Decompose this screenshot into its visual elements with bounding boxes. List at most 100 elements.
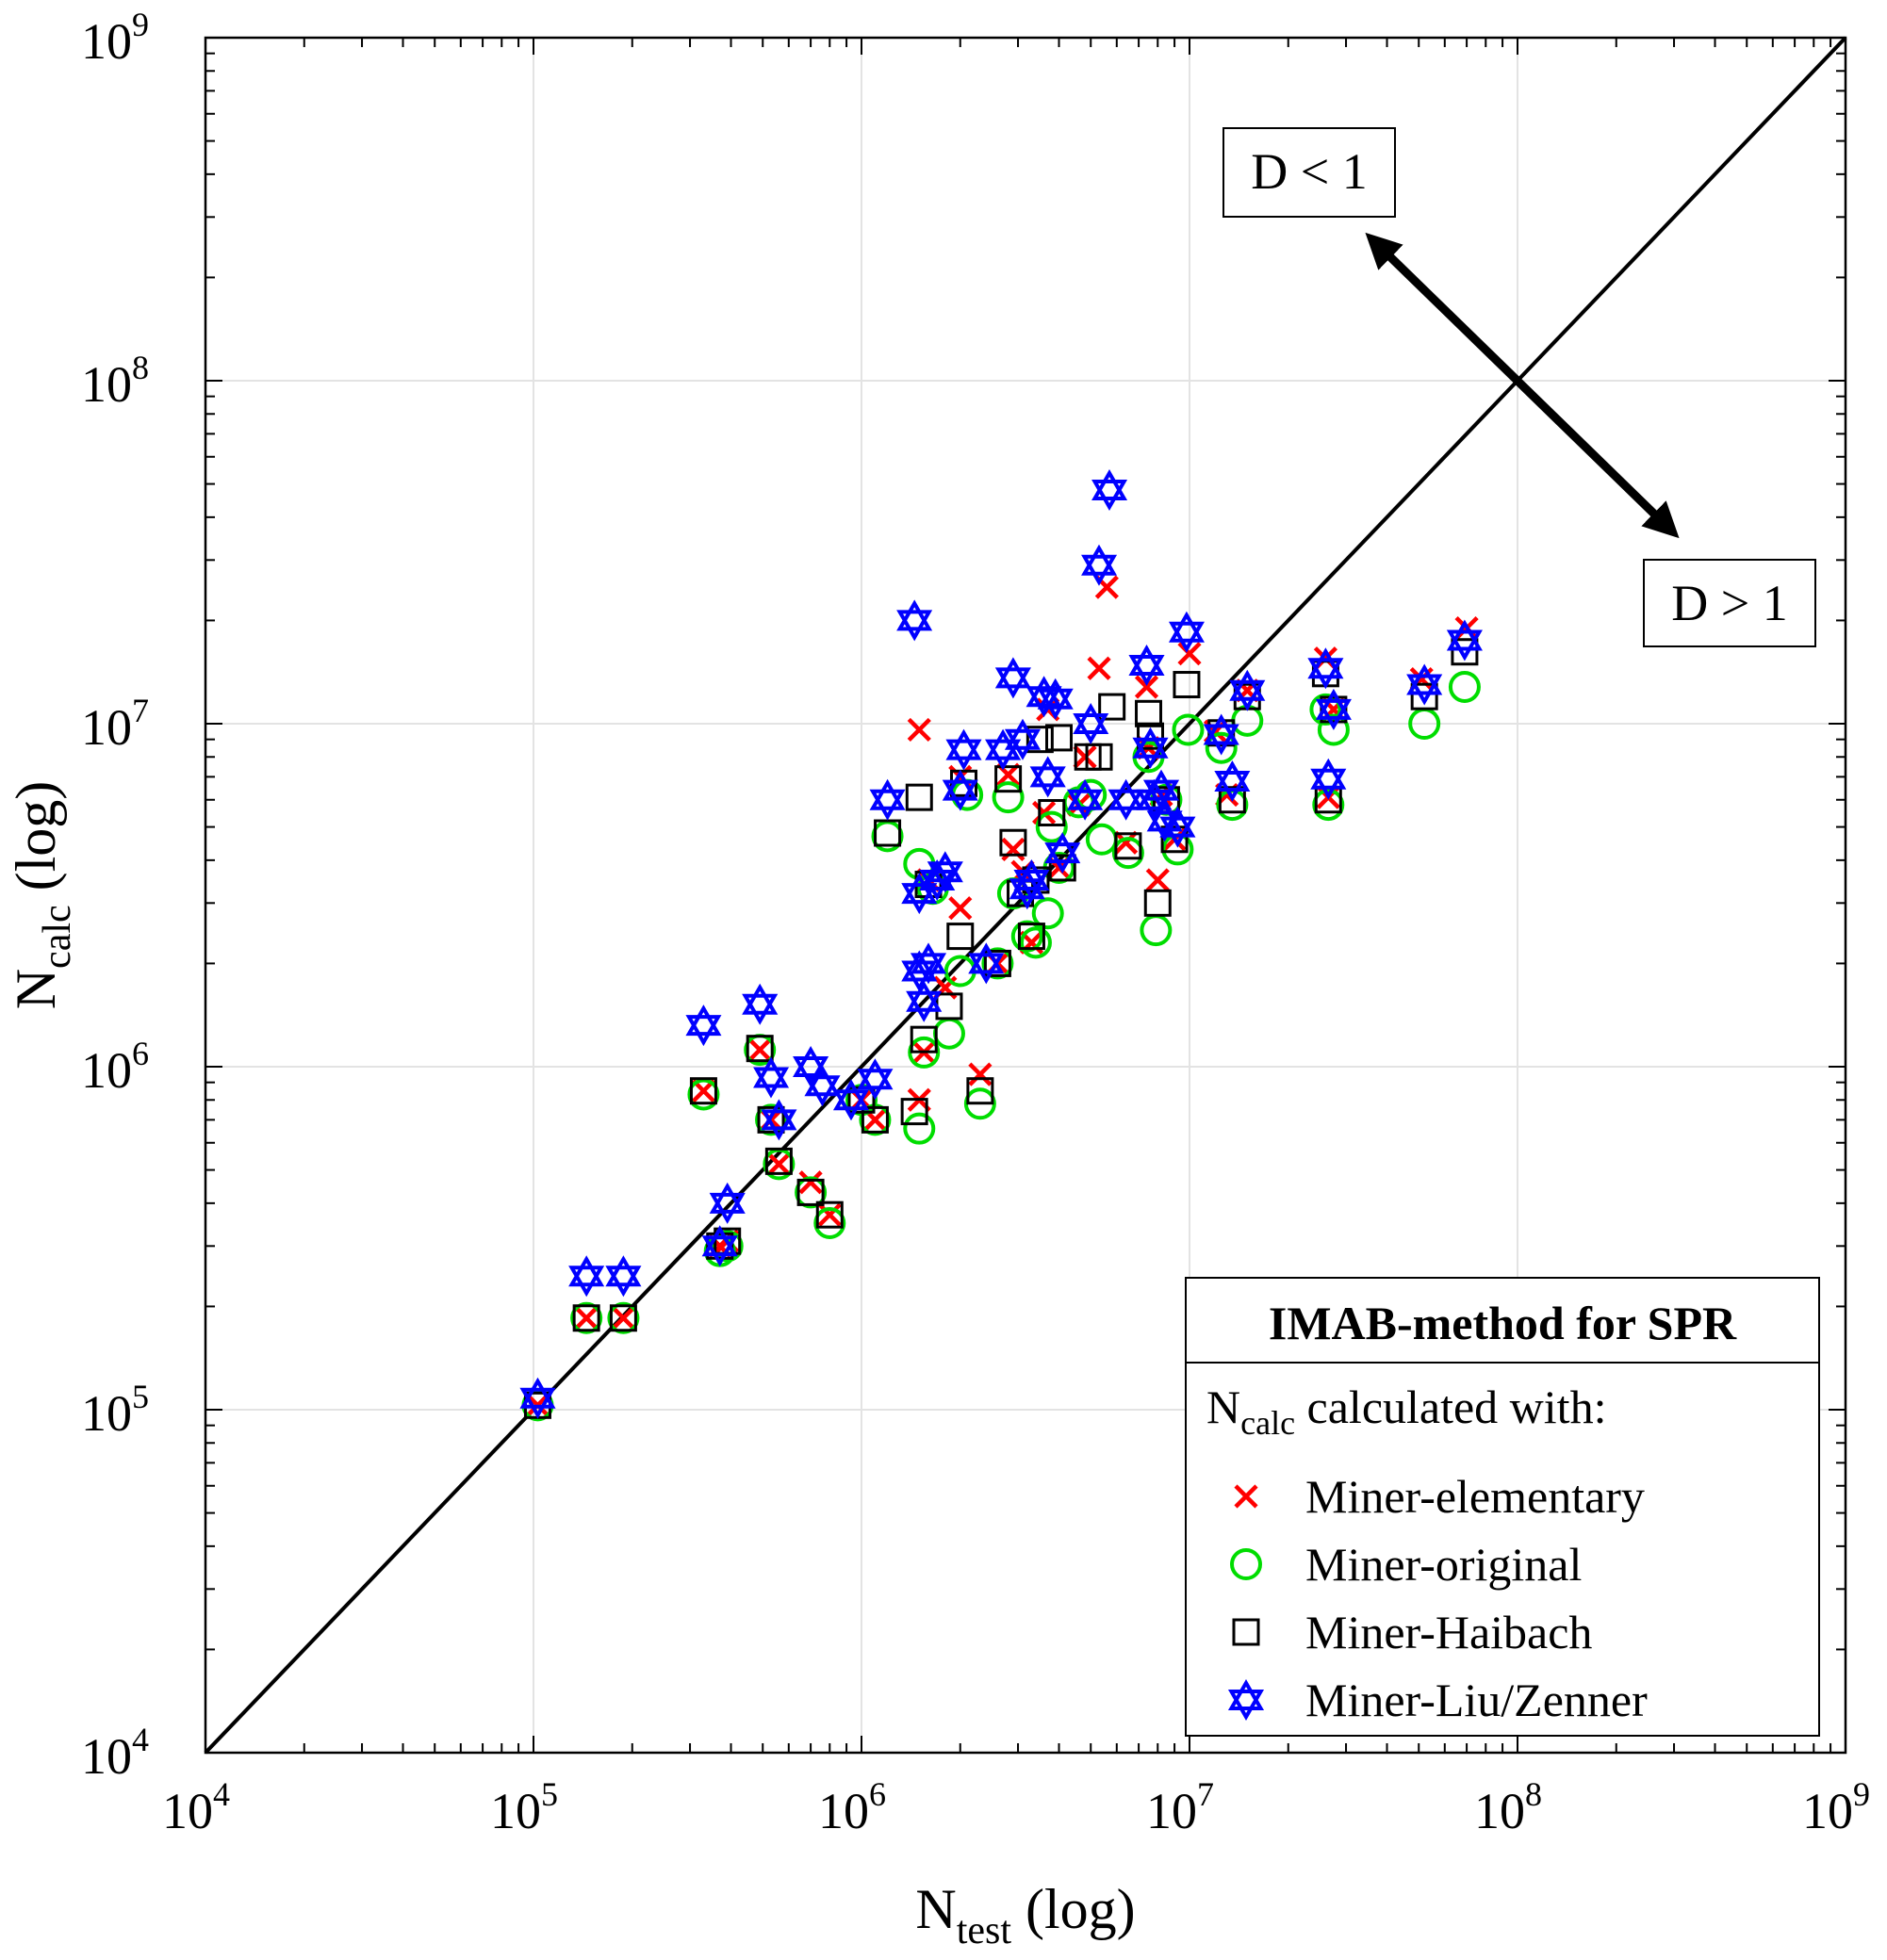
data-point xyxy=(1142,769,1180,811)
data-point xyxy=(1098,693,1126,721)
x-tick-label: 106 xyxy=(818,1775,886,1839)
data-point xyxy=(1010,920,1043,953)
x-axis-label-sub: test xyxy=(957,1909,1012,1952)
data-point xyxy=(1172,713,1205,746)
x-tick-label-base: 10 xyxy=(818,1783,869,1839)
x-tick-label: 107 xyxy=(1146,1775,1214,1839)
data-point xyxy=(1113,830,1139,855)
data-point xyxy=(1037,678,1074,720)
y-tick-label: 108 xyxy=(81,349,149,413)
data-point xyxy=(1111,837,1144,870)
data-point xyxy=(1044,832,1081,874)
y-tick-label-base: 10 xyxy=(81,13,132,70)
x-tick-label-base: 10 xyxy=(1474,1783,1525,1839)
y-tick-label: 109 xyxy=(81,6,149,70)
svg-text:Ncalc (log): Ncalc (log) xyxy=(5,781,79,1010)
data-point xyxy=(793,1046,829,1087)
data-point xyxy=(813,1206,846,1239)
data-point xyxy=(572,1304,600,1332)
data-point xyxy=(1085,743,1113,771)
x-tick-label-exp: 4 xyxy=(213,1775,230,1813)
data-point xyxy=(1448,670,1481,703)
data-point xyxy=(1114,832,1142,860)
legend-marker xyxy=(1232,1618,1260,1646)
data-point xyxy=(999,828,1027,857)
annotation-lower-box xyxy=(1643,559,1816,647)
data-markers xyxy=(519,468,1483,1422)
data-point xyxy=(906,980,943,1022)
data-point xyxy=(574,1306,599,1331)
data-point xyxy=(1048,854,1076,882)
legend: IMAB-method for SPR Ncalc calculated wit… xyxy=(1185,1277,1820,1737)
data-point xyxy=(804,1065,841,1107)
svg-text:Ntest (log): Ntest (log) xyxy=(915,1878,1135,1952)
data-point xyxy=(687,1078,720,1111)
data-point xyxy=(709,1182,746,1224)
annotation-lower: D > 1 xyxy=(1643,559,1816,647)
legend-marker xyxy=(1227,1679,1265,1721)
data-point xyxy=(857,1058,894,1101)
data-point xyxy=(900,1098,928,1126)
data-point xyxy=(861,1105,889,1134)
data-point xyxy=(1031,800,1057,825)
data-point xyxy=(519,1377,556,1419)
x-tick-label-exp: 8 xyxy=(1525,1775,1542,1813)
data-point xyxy=(753,1056,790,1099)
legend-box xyxy=(1185,1277,1820,1737)
data-point xyxy=(1019,926,1052,959)
y-tick-label-exp: 8 xyxy=(132,349,149,386)
legend-subtitle-rest: calculated with: xyxy=(1295,1380,1606,1433)
data-point xyxy=(1045,724,1074,752)
data-point xyxy=(942,769,978,811)
y-axis-label: Ncalc (log) xyxy=(5,781,79,1010)
data-point xyxy=(1128,645,1165,686)
annotation-upper-label: D < 1 xyxy=(1251,143,1367,200)
data-point xyxy=(609,1304,637,1332)
y-tick-label-exp: 4 xyxy=(132,1721,149,1758)
data-point xyxy=(1087,656,1111,680)
series-s xyxy=(523,638,1479,1419)
data-point xyxy=(910,942,947,985)
data-point xyxy=(948,896,973,921)
y-axis-label-sub: calc xyxy=(36,905,79,969)
data-point xyxy=(1309,693,1342,726)
x-axis-label: Ntest (log) xyxy=(915,1878,1135,1952)
data-point xyxy=(742,983,779,1025)
x-tick-label-exp: 9 xyxy=(1853,1775,1870,1813)
data-point xyxy=(1035,810,1068,843)
data-point xyxy=(607,1301,640,1334)
x-tick-label: 109 xyxy=(1802,1775,1870,1839)
data-point xyxy=(1081,544,1118,586)
data-point xyxy=(910,1025,938,1054)
data-point xyxy=(966,1077,994,1105)
y-tick-label-base: 10 xyxy=(81,1728,132,1785)
data-point xyxy=(874,819,902,847)
data-point xyxy=(1214,760,1251,803)
data-point xyxy=(1108,778,1144,821)
data-point xyxy=(927,851,963,893)
data-point xyxy=(570,1301,603,1334)
data-point xyxy=(761,1099,797,1141)
data-point xyxy=(766,1152,791,1176)
data-point xyxy=(1013,858,1050,902)
data-point xyxy=(798,1170,823,1195)
data-point xyxy=(1410,682,1438,710)
data-point xyxy=(796,1178,825,1206)
legend-label: Miner-Haibach xyxy=(1305,1606,1592,1658)
data-point xyxy=(1031,897,1064,930)
x-tick-label-base: 10 xyxy=(162,1783,213,1839)
data-point xyxy=(605,1255,642,1298)
legend-entries: Miner-elementary Miner-original Miner-Haib… xyxy=(1227,1470,1648,1726)
data-point xyxy=(1451,638,1479,666)
data-point xyxy=(907,717,931,743)
x-tick-label: 104 xyxy=(162,1775,230,1839)
data-point xyxy=(1446,619,1483,662)
data-point xyxy=(1159,806,1196,848)
annotation-upper-box xyxy=(1222,127,1396,218)
annotation-lower-label: D > 1 xyxy=(1671,575,1787,631)
data-point xyxy=(908,1036,941,1069)
y-tick-label-base: 10 xyxy=(81,1385,132,1442)
x-tick-label-base: 10 xyxy=(1802,1783,1853,1839)
data-point xyxy=(1001,837,1026,862)
